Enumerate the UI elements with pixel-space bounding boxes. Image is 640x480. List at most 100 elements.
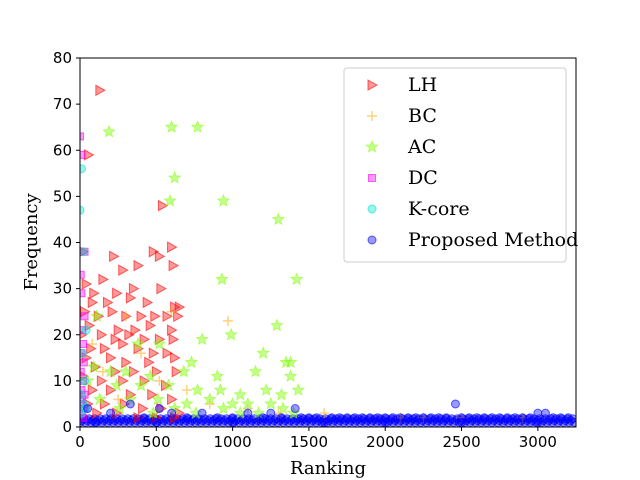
legend-marker [367, 79, 379, 91]
data-point [167, 401, 182, 415]
data-point [174, 301, 186, 313]
data-point [106, 384, 117, 396]
data-point [99, 342, 111, 355]
data-point [150, 310, 161, 323]
data-point [479, 413, 489, 423]
data-point [102, 124, 116, 138]
data-point [136, 348, 147, 359]
data-point [80, 395, 87, 404]
data-point [472, 413, 482, 423]
data-point [81, 278, 93, 290]
data-point [426, 413, 436, 423]
data-point [270, 318, 284, 332]
data-point [109, 250, 120, 263]
legend-label: K-core [408, 198, 470, 220]
plot-area [80, 84, 576, 427]
data-point [103, 364, 118, 378]
data-point [264, 396, 278, 410]
data-point [125, 399, 135, 409]
data-point [151, 392, 165, 406]
data-point [290, 404, 300, 414]
data-point [154, 375, 165, 386]
data-point [90, 417, 100, 427]
data-point [80, 246, 90, 257]
data-point [167, 170, 182, 184]
data-point [525, 413, 535, 423]
data-point [90, 309, 104, 323]
data-point [109, 378, 124, 392]
data-point [248, 364, 263, 378]
data-point [274, 387, 289, 401]
data-point [241, 396, 255, 410]
legend-item: K-core [367, 198, 470, 220]
data-point [96, 328, 108, 341]
data-point [112, 287, 123, 300]
data-point [173, 310, 184, 323]
y-tick-label: 20 [53, 326, 72, 344]
data-point [133, 411, 145, 424]
data-point [80, 312, 89, 321]
data-point [86, 359, 101, 373]
data-point [170, 351, 181, 364]
data-point [168, 259, 180, 272]
x-tick-label: 3000 [519, 433, 557, 451]
legend-marker [367, 235, 377, 245]
data-point [130, 324, 141, 336]
data-point [124, 328, 135, 341]
data-point [162, 310, 174, 323]
data-point [125, 292, 137, 304]
data-point [86, 342, 97, 355]
y-tick-label: 70 [53, 95, 72, 113]
data-point [388, 413, 398, 423]
data-point [533, 408, 543, 418]
data-point [167, 408, 177, 418]
data-point [143, 369, 157, 383]
data-point [195, 332, 209, 346]
data-point [107, 305, 119, 318]
data-point [106, 408, 116, 418]
data-point [487, 413, 497, 423]
data-point [163, 193, 177, 207]
data-point [148, 347, 160, 360]
data-point [533, 417, 543, 427]
data-point [457, 417, 467, 427]
data-point [319, 408, 330, 419]
data-point [319, 417, 329, 427]
data-point [334, 413, 344, 423]
data-point [120, 311, 131, 322]
data-point [138, 402, 149, 415]
data-point [540, 408, 550, 418]
data-point [80, 358, 88, 367]
data-point [395, 413, 405, 423]
series-ac [80, 120, 305, 419]
legend-label: AC [407, 136, 436, 158]
data-point [89, 287, 100, 300]
data-point [80, 367, 85, 376]
data-point [510, 413, 520, 423]
data-point [556, 413, 566, 423]
y-tick-label: 40 [53, 234, 72, 252]
data-point [80, 289, 86, 298]
data-point [373, 413, 383, 423]
data-point [92, 407, 103, 420]
data-point [327, 413, 337, 423]
legend-item: AC [365, 136, 436, 158]
data-point [411, 413, 421, 423]
data-point [102, 296, 114, 309]
legend-label: Proposed Method [408, 229, 578, 251]
data-point [154, 250, 166, 263]
data-point [118, 264, 129, 277]
data-point [144, 356, 155, 369]
data-point [80, 205, 85, 215]
data-point [289, 272, 304, 286]
y-tick-label: 50 [53, 187, 72, 205]
data-point [189, 406, 203, 419]
data-point [164, 120, 179, 133]
y-axis: 0 10 20 30 40 50 60 70 80 [53, 49, 80, 436]
legend: LH BC AC DC K-core Proposed Method [343, 67, 578, 263]
data-point [184, 355, 199, 369]
data-point [380, 417, 390, 427]
data-point [283, 369, 298, 383]
data-point [225, 396, 240, 410]
